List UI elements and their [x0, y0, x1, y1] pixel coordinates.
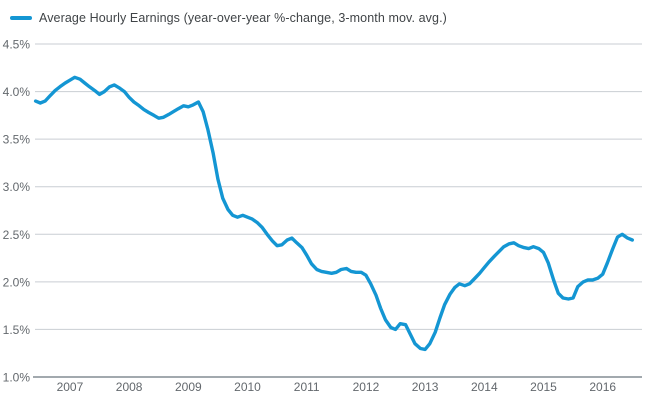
legend-line-swatch-icon — [10, 16, 32, 20]
y-tick-label: 2.5% — [3, 228, 31, 242]
x-tick-label: 2008 — [116, 380, 143, 394]
y-tick-label: 4.5% — [3, 38, 31, 52]
x-tick-label: 2011 — [294, 380, 320, 394]
y-tick-label: 1.0% — [3, 371, 31, 385]
y-tick-label: 4.0% — [3, 85, 31, 99]
x-tick-label: 2014 — [471, 380, 498, 394]
x-tick-label: 2015 — [530, 380, 557, 394]
x-tick-label: 2016 — [589, 380, 616, 394]
chart-legend: Average Hourly Earnings (year-over-year … — [10, 10, 447, 26]
legend-label: Average Hourly Earnings (year-over-year … — [39, 11, 447, 25]
x-tick-label: 2012 — [353, 380, 380, 394]
y-tick-label: 1.5% — [3, 323, 31, 337]
y-tick-label: 3.5% — [3, 133, 31, 147]
x-tick-label: 2009 — [175, 380, 202, 394]
x-tick-label: 2007 — [57, 380, 84, 394]
x-tick-label: 2010 — [234, 380, 261, 394]
y-tick-label: 2.0% — [3, 275, 31, 289]
y-tick-label: 3.0% — [3, 180, 31, 194]
x-tick-label: 2013 — [412, 380, 439, 394]
earnings-data-line — [33, 75, 634, 352]
